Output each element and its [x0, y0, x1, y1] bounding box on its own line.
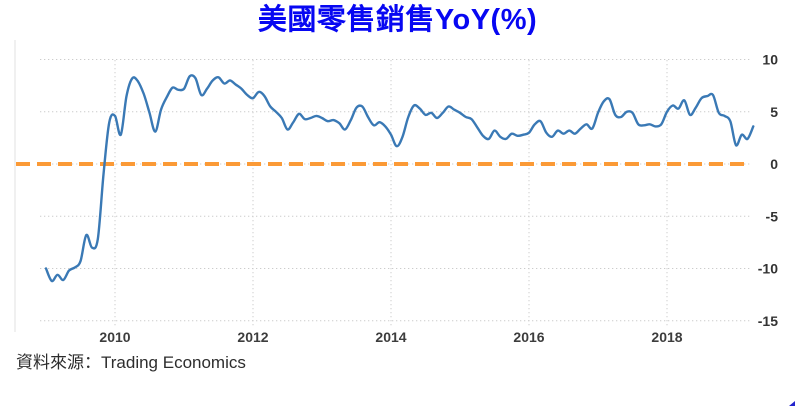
- y-axis-tick-label: -5: [766, 208, 779, 224]
- x-axis-tick-label: 2012: [237, 329, 268, 345]
- x-axis-tick-label: 2016: [513, 329, 544, 345]
- y-axis-tick-label: -10: [758, 261, 778, 277]
- retail-sales-yoy-line: [44, 74, 755, 283]
- source-label: 資料來源：Trading Economics: [16, 353, 246, 372]
- y-axis-tick-label: -15: [758, 313, 778, 329]
- y-axis-tick-label: 0: [770, 156, 778, 172]
- x-axis-tick-label: 2018: [651, 329, 682, 345]
- x-axis-tick-label: 2010: [99, 329, 130, 345]
- corner-artifact: [789, 401, 795, 406]
- chart-title: 美國零售銷售YoY(%): [257, 4, 538, 36]
- y-axis-tick-label: 10: [762, 52, 778, 68]
- x-axis-tick-label: 2014: [375, 329, 406, 345]
- y-axis-tick-label: 5: [770, 104, 778, 120]
